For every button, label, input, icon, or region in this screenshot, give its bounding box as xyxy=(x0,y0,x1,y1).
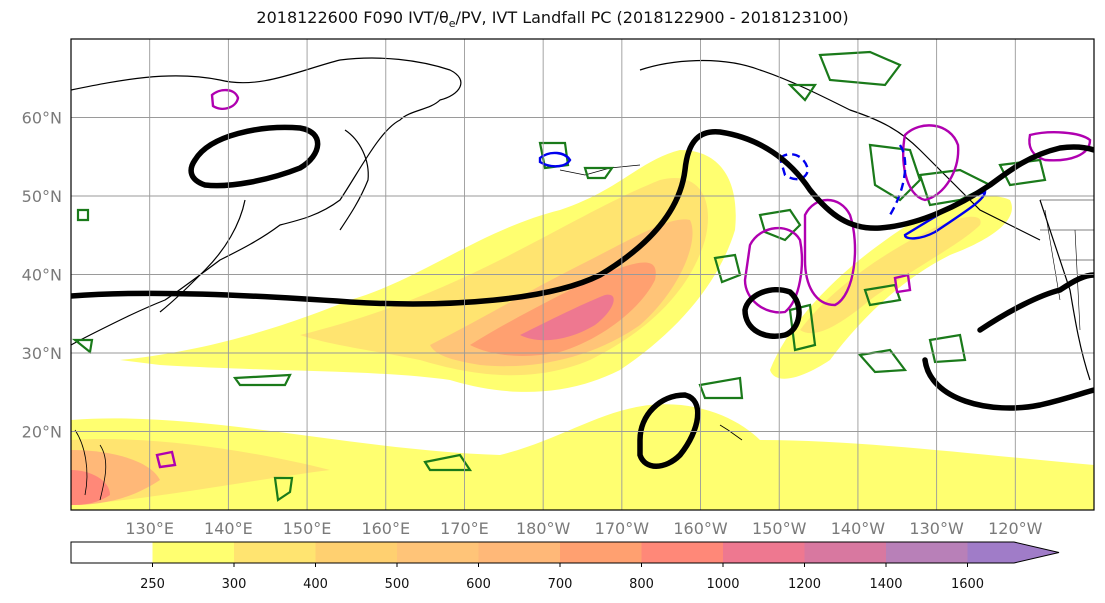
theta-e-contour xyxy=(583,166,615,180)
aleutians xyxy=(559,164,641,176)
kamchatka-coast xyxy=(339,129,369,231)
theta-e-contour xyxy=(857,348,908,374)
map-panel xyxy=(71,39,1094,510)
longitude-tick-label: 140°W xyxy=(831,519,886,538)
colorbar-segment xyxy=(152,542,235,563)
longitude-tick-label: 160°W xyxy=(673,519,728,538)
theta-e-contour xyxy=(863,283,902,307)
landfall-contour xyxy=(893,273,912,294)
longitude-tick-label: 150°E xyxy=(283,519,332,538)
us-state-lines xyxy=(1040,199,1094,331)
theta-e-contour xyxy=(928,333,967,364)
theta-e-contour xyxy=(818,50,902,87)
coastlines xyxy=(71,57,1094,501)
dashed-contour xyxy=(778,153,810,181)
ivt-east-inner xyxy=(800,216,981,334)
colorbar-segment xyxy=(804,542,887,563)
theta-e-contour xyxy=(423,453,473,472)
colorbar-segment xyxy=(723,542,805,563)
theta-e-contour xyxy=(698,376,744,400)
theta-e-contour xyxy=(788,303,817,352)
longitude-tick-label: 120°W xyxy=(988,519,1043,538)
colorbar-segment xyxy=(397,542,479,563)
colorbar-tick-label: 800 xyxy=(629,577,654,592)
colorbar-segment xyxy=(71,542,153,563)
landfall-contour xyxy=(803,198,857,307)
latitude-tick-label: 50°N xyxy=(22,187,62,206)
colorbar-tick-label: 500 xyxy=(385,577,410,592)
colorbar-segment xyxy=(315,542,398,563)
pv-contour-east2 xyxy=(977,272,1094,333)
landfall-contour xyxy=(210,88,240,110)
dashed-contour xyxy=(538,151,572,168)
longitude-tick-label: 130°E xyxy=(125,519,174,538)
japan-coast xyxy=(159,199,246,313)
title-suffix: /PV, IVT Landfall PC (2018122900 - 20181… xyxy=(455,8,849,27)
pv-contour-cutoff xyxy=(742,287,802,339)
colorbar-tick-label: 1600 xyxy=(951,577,984,592)
ivt-tropical-core2 xyxy=(71,470,110,505)
colorbar-segment xyxy=(967,542,1059,563)
colorbar-outline xyxy=(70,541,1060,564)
landfall-contour xyxy=(155,450,177,469)
pv-contours xyxy=(71,124,1094,469)
asia-coast xyxy=(71,57,462,346)
latitude-tick-label: 20°N xyxy=(22,423,62,442)
longitude-tick-label: 130°W xyxy=(909,519,964,538)
longitude-tick-label: 170°W xyxy=(595,519,650,538)
colorbar-tick-label: 600 xyxy=(466,577,491,592)
theta-e-contour xyxy=(232,373,292,387)
colorbar-segment xyxy=(560,542,642,563)
colorbar-tick-label: 1400 xyxy=(869,577,902,592)
colorbar-segment xyxy=(234,542,316,563)
colorbar xyxy=(70,541,1060,564)
colorbar-tick-labels: 250 300 400 500 600 700 800 1000 1200 1400 1600 xyxy=(140,563,984,592)
colorbar-segment xyxy=(641,542,724,563)
longitude-tick-label: 140°E xyxy=(204,519,253,538)
landfall-contour xyxy=(743,226,804,314)
theta-e-contour xyxy=(713,253,742,284)
colorbar-tick-label: 700 xyxy=(548,577,573,592)
pv-contour-main xyxy=(71,129,1094,307)
longitude-tick-label: 150°W xyxy=(752,519,807,538)
colorbar-tick-label: 1200 xyxy=(788,577,821,592)
philippines xyxy=(74,429,107,501)
latitude-tick-label: 40°N xyxy=(22,266,62,285)
pv-contour-east xyxy=(922,357,1094,411)
map-frame xyxy=(70,38,1095,511)
longitude-tick-label: 180°W xyxy=(516,519,571,538)
colorbar-tick-label: 1000 xyxy=(706,577,739,592)
pv-contour-subtropical xyxy=(637,392,701,469)
hawaii xyxy=(719,424,743,441)
colorbar-segment xyxy=(886,542,968,563)
longitude-labels: 130°E 140°E 150°E 160°E 170°E 180°W 170°W 160°W… xyxy=(125,519,1042,538)
landfall-contour xyxy=(1028,131,1092,162)
latitude-tick-label: 30°N xyxy=(22,344,62,363)
colorbar-tick-label: 300 xyxy=(222,577,247,592)
ivt-plume-700 xyxy=(470,262,656,356)
title-theta-subscript: e xyxy=(448,17,456,31)
alaska-coast xyxy=(639,59,1041,241)
latitude-tick-label: 60°N xyxy=(22,109,62,128)
colorbar-segment xyxy=(478,542,561,563)
dashed-contour xyxy=(888,144,907,216)
title-prefix: 2018122600 F090 IVT/ xyxy=(256,8,439,27)
longitude-tick-label: 160°E xyxy=(361,519,410,538)
longitude-tick-label: 170°E xyxy=(440,519,489,538)
theta-e-contour xyxy=(787,83,818,102)
landfall-pc-contours xyxy=(155,88,1092,469)
title-theta: θ xyxy=(438,8,449,27)
pv-contour-okhotsk xyxy=(188,124,321,189)
gridlines xyxy=(71,39,1094,510)
theta-e-contour xyxy=(76,208,90,222)
theta-e-contour xyxy=(273,476,294,502)
colorbar-tick-label: 250 xyxy=(140,577,165,592)
chart-title: 2018122600 F090 IVT/θe/PV, IVT Landfall … xyxy=(0,8,1105,30)
colorbar-tick-label: 400 xyxy=(303,577,328,592)
ivt-tropical-band xyxy=(71,404,1094,510)
latitude-labels: 60°N 50°N 40°N 30°N 20°N xyxy=(22,109,62,442)
theta-e-contour xyxy=(71,338,94,355)
